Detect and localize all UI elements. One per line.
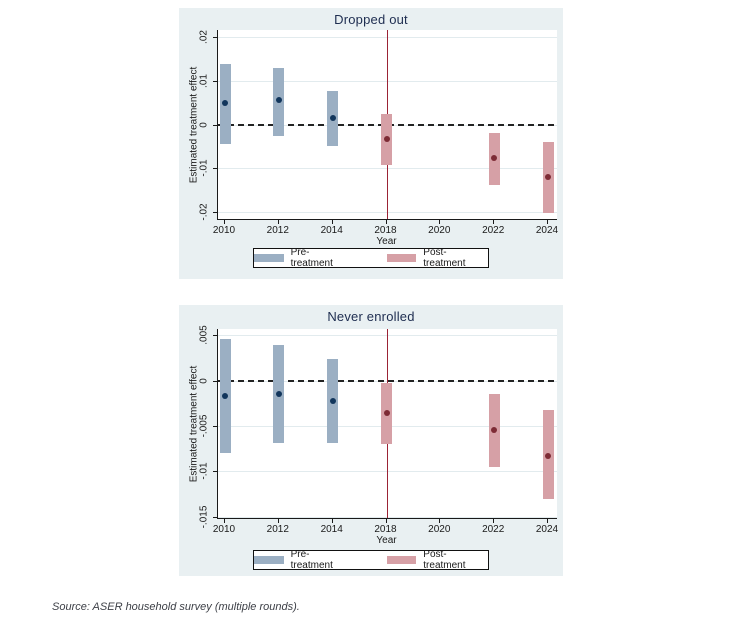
x-tick-label: 2012 bbox=[266, 524, 289, 535]
point-estimate-2022 bbox=[491, 155, 498, 162]
y-tick-label: .01 bbox=[198, 73, 210, 88]
y-tick-mark bbox=[213, 37, 217, 38]
x-tick-mark bbox=[277, 519, 279, 523]
x-axis-label: Year bbox=[376, 535, 397, 546]
legend-label-post-treatment: Post-treatment bbox=[423, 549, 466, 571]
x-tick-label: 2024 bbox=[535, 225, 559, 236]
y-tick-mark bbox=[213, 471, 217, 473]
y-tick-mark bbox=[213, 212, 217, 213]
x-tick-mark bbox=[547, 519, 548, 523]
x-tick-label: 2014 bbox=[320, 225, 343, 236]
y-gridline bbox=[218, 80, 557, 82]
x-tick-mark bbox=[493, 519, 495, 523]
y-tick-mark bbox=[213, 425, 217, 427]
y-tick-mark bbox=[213, 380, 217, 382]
point-estimate-2022 bbox=[491, 426, 498, 433]
source-note: Source: ASER household survey (multiple … bbox=[52, 601, 300, 613]
point-estimate-2010 bbox=[222, 393, 228, 399]
legend-label-pre-treatment: Pre-treatment bbox=[290, 247, 333, 269]
x-tick-label: 2012 bbox=[266, 225, 289, 236]
point-estimate-2012 bbox=[275, 391, 282, 398]
chart-panel-dropped-out: Dropped out Estimated treatment effect Y… bbox=[179, 8, 563, 279]
x-axis-label: Year bbox=[376, 236, 397, 247]
point-estimate-2024 bbox=[545, 452, 551, 459]
point-estimate-2024 bbox=[545, 174, 551, 180]
x-tick-mark bbox=[439, 220, 441, 224]
legend-swatch-pre-treatment bbox=[254, 254, 284, 262]
x-tick-label: 2010 bbox=[212, 524, 236, 535]
legend: Pre-treatment Post-treatment bbox=[253, 247, 489, 269]
y-tick-label: .005 bbox=[198, 325, 210, 346]
point-estimate-2018 bbox=[383, 136, 390, 143]
y-gridline bbox=[218, 335, 557, 337]
x-tick-label: 2010 bbox=[212, 225, 236, 236]
x-tick-mark bbox=[439, 519, 441, 523]
y-gridline bbox=[218, 516, 557, 518]
point-estimate-2018 bbox=[383, 410, 390, 417]
y-tick-label: .02 bbox=[198, 30, 210, 44]
y-gridline bbox=[218, 37, 557, 38]
point-estimate-2012 bbox=[275, 97, 282, 104]
chart-title: Dropped out bbox=[334, 12, 408, 27]
x-tick-mark bbox=[385, 220, 387, 224]
x-tick-label: 2018 bbox=[374, 524, 397, 535]
x-tick-mark bbox=[547, 220, 548, 224]
chart-title: Never enrolled bbox=[327, 309, 415, 324]
x-tick-mark bbox=[277, 220, 279, 224]
y-tick-label: 0 bbox=[198, 121, 210, 128]
point-estimate-2010 bbox=[222, 99, 228, 106]
legend-label-pre-treatment: Pre-treatment bbox=[290, 549, 333, 571]
y-tick-label: -.005 bbox=[198, 414, 210, 438]
y-gridline bbox=[218, 168, 557, 170]
x-tick-mark bbox=[224, 519, 225, 523]
x-tick-label: 2022 bbox=[482, 524, 505, 535]
chart-panel-never-enrolled: Never enrolled Estimated treatment effec… bbox=[179, 305, 563, 576]
x-tick-mark bbox=[224, 220, 225, 224]
y-tick-mark bbox=[213, 124, 217, 126]
x-tick-mark bbox=[331, 220, 333, 224]
zero-reference-line bbox=[218, 379, 557, 382]
legend: Pre-treatment Post-treatment bbox=[253, 549, 489, 571]
x-tick-mark bbox=[331, 519, 333, 523]
legend-swatch-pre-treatment bbox=[254, 556, 284, 564]
point-estimate-2014 bbox=[329, 114, 336, 121]
y-tick-mark bbox=[213, 80, 217, 82]
y-tick-mark bbox=[213, 168, 217, 170]
x-tick-label: 2022 bbox=[482, 225, 505, 236]
y-tick-mark bbox=[213, 335, 217, 337]
legend-label-post-treatment: Post-treatment bbox=[423, 247, 466, 269]
x-tick-mark bbox=[493, 220, 495, 224]
plot-area bbox=[217, 30, 557, 220]
point-estimate-2014 bbox=[329, 397, 336, 404]
y-tick-label: 0 bbox=[198, 377, 210, 384]
y-tick-label: -.01 bbox=[198, 159, 210, 177]
y-tick-label: -.015 bbox=[198, 505, 210, 528]
x-tick-label: 2014 bbox=[320, 524, 343, 535]
plot-area bbox=[217, 329, 557, 519]
y-tick-label: -.01 bbox=[198, 462, 210, 480]
x-tick-mark bbox=[385, 519, 387, 523]
x-tick-label: 2020 bbox=[428, 225, 451, 236]
y-tick-label: -.02 bbox=[198, 203, 210, 221]
x-tick-label: 2020 bbox=[428, 524, 451, 535]
y-gridline bbox=[218, 212, 557, 213]
y-tick-mark bbox=[213, 516, 217, 518]
legend-swatch-post-treatment bbox=[386, 254, 417, 262]
x-tick-label: 2018 bbox=[374, 225, 397, 236]
x-tick-label: 2024 bbox=[535, 524, 559, 535]
y-gridline bbox=[218, 471, 557, 473]
legend-swatch-post-treatment bbox=[386, 556, 417, 564]
